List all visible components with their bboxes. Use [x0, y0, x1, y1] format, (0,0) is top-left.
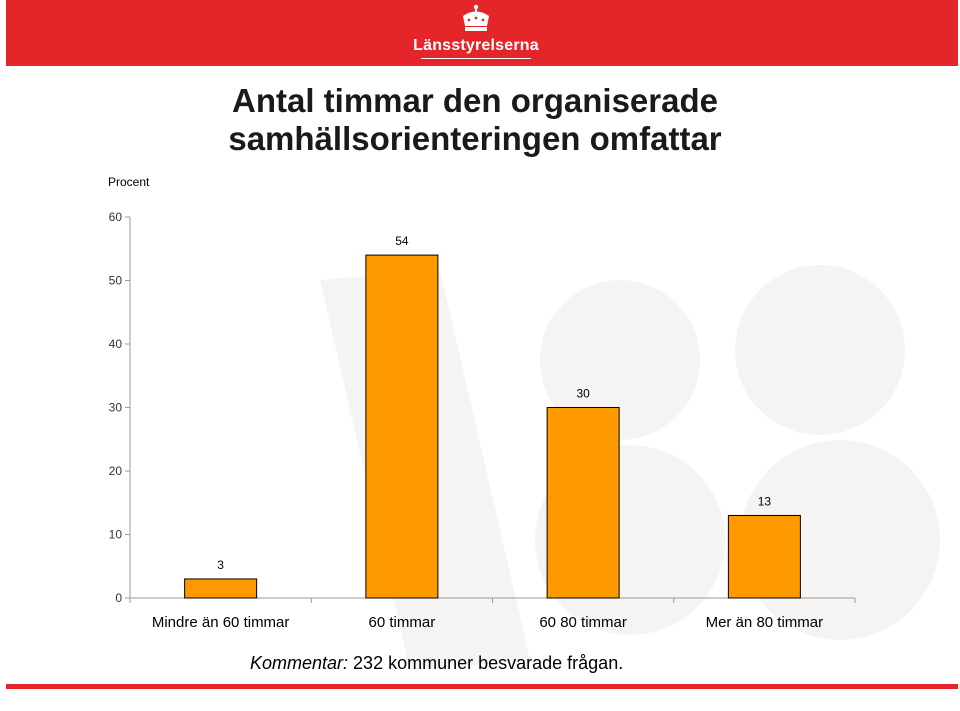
y-tick-label: 50	[109, 274, 123, 288]
chart-title: Antal timmar den organiserade samhällsor…	[228, 82, 722, 157]
logo-underline	[421, 58, 531, 59]
y-tick-label: 0	[115, 591, 122, 605]
comment: Kommentar: 232 kommuner besvarade frågan…	[250, 653, 623, 674]
y-tick-label: 30	[109, 401, 123, 415]
y-tick-label: 60	[109, 210, 123, 224]
y-tick-label: 10	[109, 528, 123, 542]
bar	[727, 514, 801, 599]
bar-value-label: 30	[576, 387, 590, 401]
header-banner: Länsstyrelserna	[6, 0, 958, 66]
comment-label: Kommentar:	[250, 653, 349, 673]
x-tick-label: Mer än 80 timmar	[706, 614, 824, 631]
bar-value-label: 3	[217, 558, 224, 572]
x-tick-labels: Mindre än 60 timmar 60 timmar 60 80 timmar…	[152, 614, 823, 631]
bar	[546, 407, 620, 599]
y-tick-label: 20	[109, 464, 123, 478]
bars: 3 54 30 13	[184, 234, 801, 599]
y-tick-label: 40	[109, 337, 123, 351]
bar-value-label: 13	[758, 494, 772, 508]
x-tick-label: Mindre än 60 timmar	[152, 614, 290, 631]
comment-text: 232 kommuner besvarade frågan.	[348, 653, 624, 673]
x-axis	[129, 597, 856, 603]
bar-value-label: 54	[395, 234, 409, 248]
y-axis-label: Procent	[108, 175, 150, 189]
y-axis: 0 10 20 30 40 50 60	[109, 210, 131, 605]
royal-crown-icon	[463, 4, 489, 31]
bar	[184, 578, 258, 599]
footer-line	[6, 684, 958, 689]
x-tick-label: 60 timmar	[369, 614, 436, 631]
lansstyrelserna-logo: Länsstyrelserna	[411, 4, 541, 62]
x-tick-label: 60 80 timmar	[539, 614, 627, 631]
bar	[365, 254, 439, 599]
logo-text: Länsstyrelserna	[413, 37, 539, 54]
